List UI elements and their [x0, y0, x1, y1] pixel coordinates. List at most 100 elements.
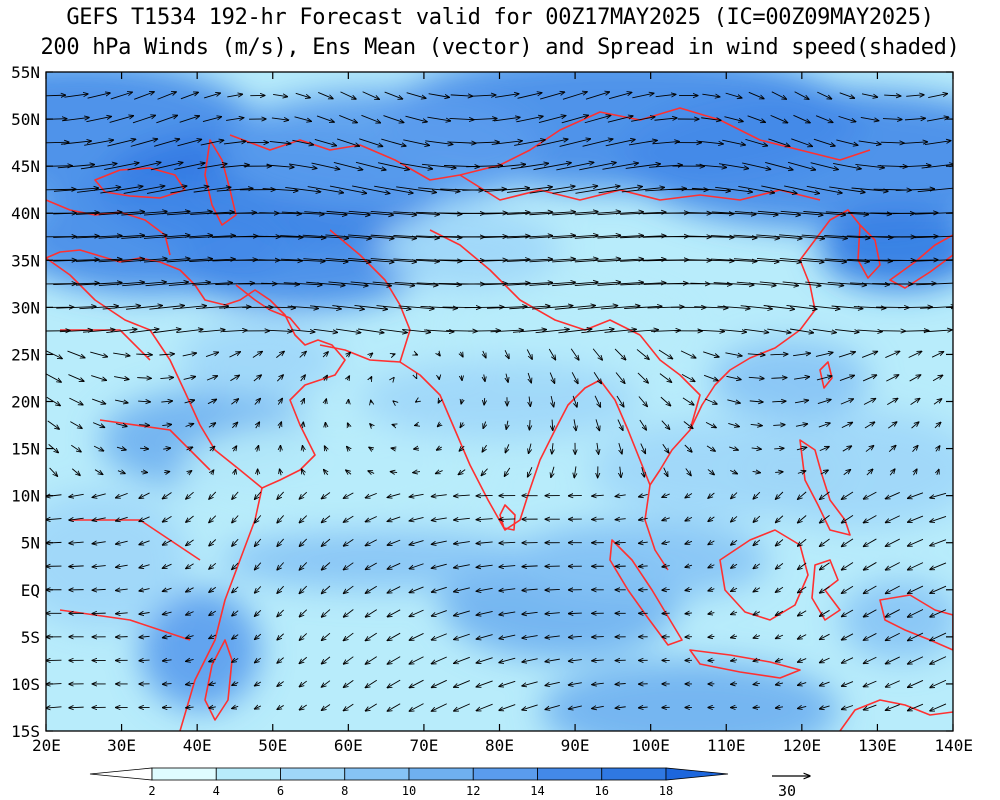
- wind-vector: [273, 94, 287, 96]
- wind-vector: [424, 330, 454, 332]
- wind-vector: [64, 94, 88, 98]
- wind-vector: [559, 139, 591, 147]
- coastline-sulawesi: [811, 559, 841, 621]
- wind-vector: [299, 515, 308, 523]
- wind-vector: [838, 352, 855, 358]
- wind-vector: [818, 423, 830, 428]
- wind-vector: [908, 351, 922, 358]
- wind-vector: [889, 469, 895, 476]
- wind-vector: [114, 400, 128, 403]
- wind-vector: [731, 660, 738, 661]
- wind-vector: [863, 633, 877, 640]
- wind-vector: [748, 377, 764, 378]
- wind-vector: [907, 632, 924, 641]
- wind-vector: [190, 212, 234, 215]
- wind-vector: [615, 519, 626, 520]
- wind-vector: [318, 91, 333, 98]
- wind-vector: [370, 211, 417, 215]
- wind-vector: [437, 424, 440, 427]
- colorbar-box: [151, 767, 217, 781]
- wind-vector: [365, 585, 377, 593]
- wind-vector: [277, 681, 284, 687]
- wind-vector: [812, 328, 837, 332]
- wind-vector: [860, 116, 879, 120]
- wind-vector: [365, 679, 377, 687]
- lat-tick-label: 35N: [11, 251, 40, 270]
- wind-vector: [835, 329, 859, 333]
- wind-vector: [80, 163, 117, 170]
- wind-vector: [620, 466, 621, 478]
- wind-vector: [744, 328, 768, 332]
- wind-vector: [92, 398, 105, 404]
- wind-vector: [574, 212, 621, 216]
- wind-vector: [161, 401, 172, 402]
- wind-vector: [307, 186, 344, 193]
- wind-vector: [113, 353, 130, 356]
- lon-tick-label: 70E: [409, 736, 438, 755]
- wind-vector: [370, 258, 417, 262]
- wind-vector: [708, 636, 715, 637]
- wind-vector: [69, 707, 84, 708]
- wind-vector: [431, 703, 447, 711]
- wind-vector: [210, 446, 215, 450]
- wind-vector: [841, 538, 854, 547]
- wind-vector: [819, 706, 830, 709]
- wind-vector: [454, 680, 470, 688]
- wind-vector: [661, 420, 670, 430]
- wind-vector: [522, 566, 538, 567]
- wind-vector: [409, 517, 424, 520]
- wind-vector: [753, 515, 761, 522]
- wind-vector: [615, 372, 625, 384]
- wind-vector: [770, 354, 787, 355]
- wind-vector: [186, 539, 194, 546]
- wind-vector: [607, 116, 633, 123]
- wind-vector: [82, 330, 115, 333]
- wind-vector: [343, 538, 354, 546]
- wind-vector: [279, 422, 281, 429]
- wind-vector: [304, 211, 347, 215]
- wind-vector: [299, 656, 308, 663]
- wind-vector: [637, 372, 648, 383]
- wind-vector: [516, 116, 543, 123]
- wind-vector: [383, 115, 403, 123]
- wind-vector: [575, 186, 620, 194]
- coastline-india: [319, 344, 601, 531]
- wind-vector: [801, 234, 848, 238]
- wind-vector: [901, 330, 929, 331]
- wind-vector: [110, 92, 132, 100]
- wind-vector: [56, 307, 96, 309]
- wind-vector: [347, 376, 349, 380]
- wind-vector: [531, 306, 573, 310]
- wind-vector: [280, 259, 325, 261]
- wind-vector: [143, 259, 190, 263]
- wind-vector: [139, 516, 150, 522]
- wind-vector: [183, 377, 196, 380]
- lon-tick-label: 30E: [107, 736, 136, 755]
- wind-vector: [639, 518, 648, 520]
- wind-vector: [914, 235, 953, 239]
- wind-vector: [708, 541, 715, 545]
- wind-vector: [775, 610, 784, 615]
- wind-vector: [295, 92, 310, 98]
- wind-vector: [278, 398, 282, 405]
- wind-vector: [299, 585, 308, 594]
- wind-vector: [254, 657, 262, 663]
- wind-vector: [232, 491, 239, 500]
- wind-vector: [819, 657, 830, 663]
- wind-vector: [140, 472, 148, 473]
- wind-vector: [299, 633, 308, 640]
- wind-vector: [819, 633, 830, 639]
- wind-vector: [780, 210, 823, 215]
- wind-vector: [710, 236, 757, 238]
- colorbar-label: 14: [530, 784, 544, 798]
- wind-vector: [750, 424, 763, 425]
- wind-vector: [921, 164, 953, 169]
- wind-vector: [127, 162, 161, 171]
- wind-vector: [75, 283, 122, 286]
- wind-vector: [597, 259, 643, 263]
- wind-vector: [727, 399, 740, 403]
- wind-vector: [226, 118, 244, 121]
- wind-vector: [179, 116, 200, 123]
- wind-vector: [506, 236, 553, 238]
- wind-vector: [472, 95, 496, 96]
